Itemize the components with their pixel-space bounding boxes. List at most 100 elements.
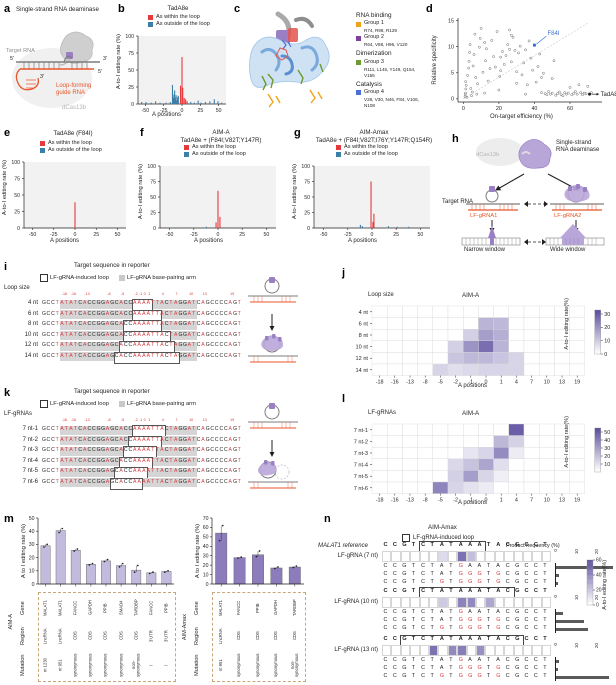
base: C: [219, 447, 224, 453]
table-cell: non-synonymous: [130, 653, 141, 677]
base: A: [133, 352, 137, 359]
legend-swatch-loop: [40, 400, 48, 408]
base: C: [210, 310, 215, 317]
panel-k-row-header: LF-gRNAs: [4, 411, 33, 417]
svg-text:75: 75: [128, 51, 134, 57]
base: G: [101, 342, 106, 348]
base: G: [101, 300, 106, 306]
base: G: [183, 300, 188, 306]
svg-text:60: 60: [203, 525, 209, 531]
product-base: A: [496, 563, 500, 569]
product-base: C: [392, 665, 397, 671]
product-base: G: [477, 665, 482, 671]
position-label: -2: [134, 418, 138, 422]
svg-text:50: 50: [128, 68, 134, 74]
base: A: [173, 310, 178, 317]
product-base: G: [402, 665, 407, 671]
base: G: [101, 331, 106, 338]
base: T: [237, 310, 241, 317]
base: C: [210, 447, 215, 453]
heat-cell: [466, 645, 476, 656]
base: C: [214, 352, 219, 359]
product-base: G: [515, 665, 520, 671]
reference-base: C: [421, 588, 426, 594]
product-base: T: [543, 673, 547, 679]
base: C: [224, 310, 228, 317]
legend-item-arm: LF-gRNA base-pairing arm: [118, 275, 196, 281]
product-base: C: [383, 657, 388, 663]
base: C: [78, 468, 83, 474]
base: T: [155, 468, 159, 474]
legend-label-within: As within the loop: [344, 144, 388, 150]
product-base: C: [421, 563, 425, 569]
base: A: [173, 300, 178, 306]
product-frequency-bar: [555, 627, 589, 631]
reference-base: A: [458, 636, 463, 642]
product-base: A: [496, 609, 500, 615]
product-base: A: [468, 657, 472, 663]
panel-j-title: AIM-A: [462, 292, 480, 299]
reference-base: C: [505, 588, 510, 594]
svg-text:20: 20: [596, 588, 602, 594]
base: A: [119, 426, 123, 432]
panel-m-right: 0 10 20 30 40 50 60 70 A to I editing rate (%) A…: [182, 512, 310, 682]
base: G: [178, 436, 183, 443]
swatch-group3: [356, 59, 361, 65]
base: T: [55, 310, 59, 317]
base: C: [51, 436, 55, 443]
reference-base: G: [402, 588, 407, 594]
base: C: [87, 331, 92, 338]
base: C: [114, 352, 119, 359]
freq-tick: 20: [594, 643, 600, 649]
base: A: [105, 331, 110, 338]
product-base: A: [439, 665, 444, 671]
legend-swatch-red: [148, 15, 153, 21]
row-label: 14 nt: [24, 352, 38, 359]
base: G: [101, 457, 106, 464]
product-base: G: [515, 625, 520, 631]
base: A: [137, 426, 141, 432]
table-row-header: Gene: [20, 601, 26, 615]
product-base: T: [411, 657, 415, 663]
heat-cell: [504, 551, 514, 562]
base: A: [137, 331, 141, 338]
base: T: [169, 436, 173, 443]
base: A: [142, 468, 146, 474]
product-base: A: [477, 657, 482, 663]
heat-cell: [532, 645, 542, 656]
reference-base: A: [458, 588, 463, 594]
legend-item-outside: As outside of the loop: [148, 21, 210, 28]
base: G: [42, 436, 46, 443]
base: G: [110, 426, 115, 432]
base: C: [123, 352, 128, 359]
base: T: [55, 352, 59, 359]
product-base: C: [533, 563, 538, 569]
freq-axis-line: [555, 625, 556, 633]
legend-label-group3: Group 3: [364, 58, 384, 65]
base: T: [151, 310, 155, 317]
base: T: [64, 436, 68, 443]
position-label: 13: [202, 418, 207, 422]
reference-base: G: [402, 542, 407, 548]
table-cell: CDS: [254, 631, 260, 641]
base: G: [205, 321, 210, 327]
panel-j: j Loop size AIM-A 4 nt 6 nt 8 nt 10 nt 12 nt…: [312, 258, 612, 390]
product-base: G: [496, 625, 501, 631]
base: C: [92, 352, 96, 359]
panel-n-colorbar: 0 20 40 60: [586, 558, 602, 609]
product-base: T: [543, 571, 547, 577]
position-label: 4: [161, 292, 164, 296]
base: G: [183, 447, 188, 453]
table-cell: PPIB: [102, 603, 108, 613]
legend-item-group4: Group 4: [356, 89, 420, 96]
heat-cell: [523, 645, 533, 656]
base: A: [173, 468, 178, 474]
base: C: [78, 436, 83, 443]
panel-j-letter: j: [342, 267, 346, 279]
legend-label-within: As within the loop: [48, 140, 92, 146]
base: C: [219, 478, 224, 485]
svg-text:15: 15: [448, 18, 454, 24]
base: G: [183, 352, 188, 359]
product-base: C: [533, 665, 538, 671]
base: G: [178, 321, 183, 327]
